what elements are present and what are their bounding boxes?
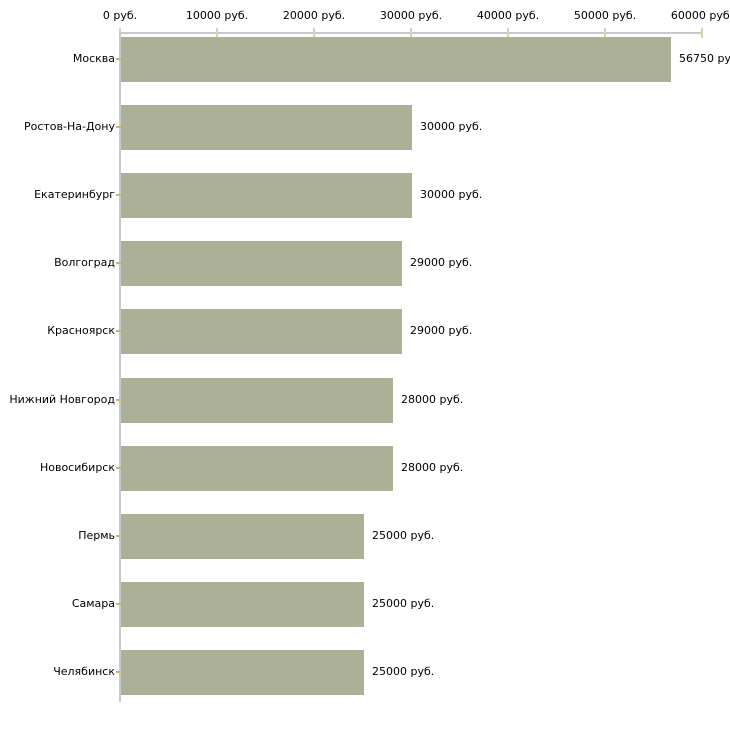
value-label: 25000 руб. (372, 664, 435, 678)
x-tick-label: 20000 руб. (282, 9, 346, 22)
x-tick-mark (507, 28, 509, 38)
bar (121, 513, 364, 559)
bar (121, 581, 364, 627)
y-tick-mark (116, 398, 121, 401)
x-tick-mark (216, 28, 218, 38)
bar (121, 445, 393, 491)
value-label: 29000 руб. (410, 256, 473, 270)
y-tick-mark (116, 194, 121, 197)
x-tick-label: 60000 руб. (670, 9, 730, 22)
category-label: Ростов-На-Дону (23, 120, 115, 134)
category-label: Челябинск (53, 664, 115, 678)
y-axis-line (119, 32, 121, 702)
x-tick-mark (604, 28, 606, 38)
bar (121, 377, 393, 423)
bar (121, 309, 402, 355)
value-label: 30000 руб. (420, 188, 483, 202)
value-label: 29000 руб. (410, 324, 473, 338)
y-tick-mark (116, 534, 121, 537)
y-tick-mark (116, 58, 121, 60)
y-tick-mark (116, 466, 121, 469)
category-label: Самара (71, 596, 115, 610)
bar (121, 37, 671, 82)
x-tick-label: 40000 руб. (476, 9, 540, 22)
x-tick-label: 10000 руб. (185, 9, 249, 22)
value-label: 30000 руб. (420, 120, 483, 134)
y-tick-mark (116, 126, 121, 129)
value-label: 28000 руб. (401, 392, 464, 406)
bar (121, 173, 412, 219)
x-tick-mark (701, 28, 703, 38)
category-label: Пермь (78, 528, 115, 542)
category-label: Екатеринбург (34, 188, 115, 202)
value-label: 28000 руб. (401, 460, 464, 474)
y-tick-mark (116, 602, 121, 605)
value-label: 56750 руб. (679, 52, 730, 65)
x-tick-label: 50000 руб. (573, 9, 637, 22)
x-tick-label: 30000 руб. (379, 9, 443, 22)
category-label: Москва (72, 52, 115, 65)
value-label: 25000 руб. (372, 528, 435, 542)
category-label: Красноярск (47, 324, 115, 338)
category-label: Нижний Новгород (9, 392, 115, 406)
y-tick-mark (116, 670, 121, 673)
bar (121, 649, 364, 695)
bar (121, 241, 402, 287)
category-label: Новосибирск (39, 460, 115, 474)
y-tick-mark (116, 330, 121, 333)
value-label: 25000 руб. (372, 596, 435, 610)
x-tick-mark (410, 28, 412, 38)
category-label: Волгоград (54, 256, 115, 270)
x-tick-mark (313, 28, 315, 38)
y-tick-mark (116, 262, 121, 265)
x-tick-label: 0 руб. (102, 9, 138, 22)
bar (121, 105, 412, 151)
